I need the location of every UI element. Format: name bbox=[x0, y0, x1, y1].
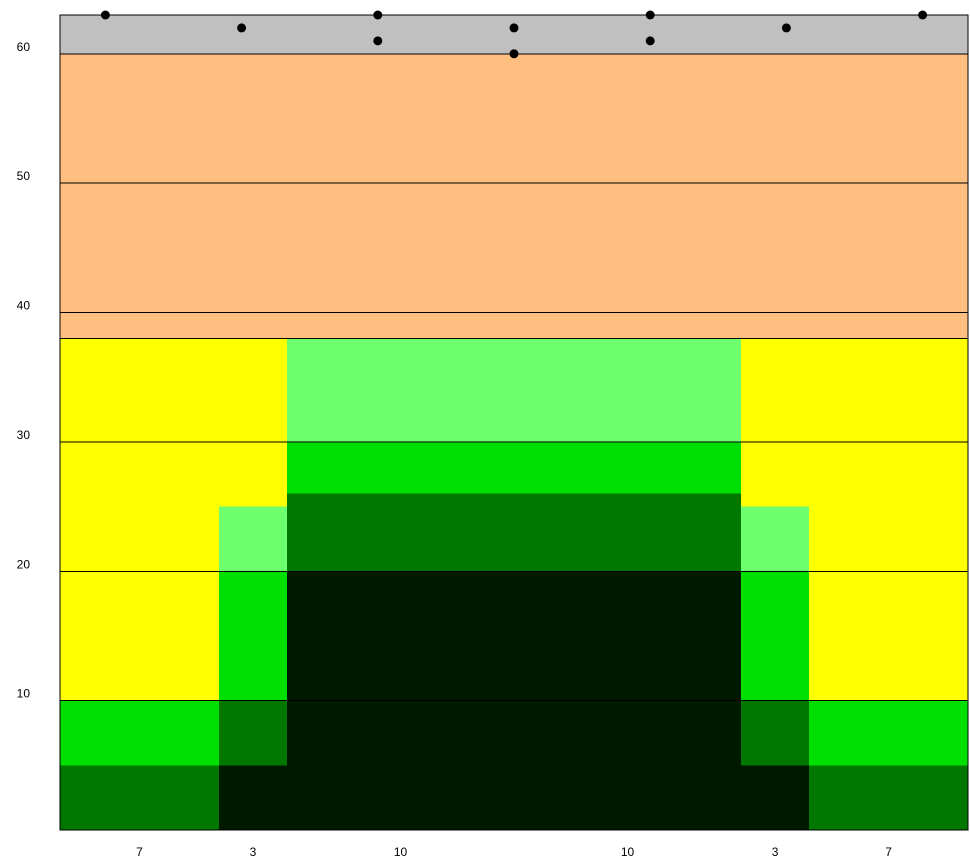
heatmap-cell-dark-green bbox=[60, 765, 219, 830]
data-point bbox=[373, 10, 383, 20]
heatmap-cell-dark-green bbox=[287, 493, 741, 572]
y-tick-label: 10 bbox=[17, 687, 31, 701]
y-tick-label: 40 bbox=[17, 299, 31, 313]
heatmap-cell-darkest-green bbox=[741, 765, 810, 830]
y-tick-label: 60 bbox=[17, 40, 31, 54]
data-point bbox=[373, 36, 383, 46]
heatmap-cell-green bbox=[218, 571, 287, 701]
heatmap-cell-light-green bbox=[287, 338, 741, 442]
data-point bbox=[781, 23, 791, 33]
x-tick-label: 7 bbox=[885, 845, 892, 859]
grid-lines bbox=[60, 53, 968, 702]
heatmap-cell-green bbox=[287, 441, 741, 494]
heatmap-cell-green bbox=[809, 700, 968, 766]
x-axis-tick-labels: 7 3 10 10 3 7 bbox=[136, 845, 892, 859]
heatmap-cell-light-green bbox=[218, 506, 287, 572]
data-points bbox=[100, 10, 928, 59]
heatmap-cells bbox=[60, 15, 968, 830]
y-tick-label: 50 bbox=[17, 169, 31, 183]
y-tick-label: 20 bbox=[17, 557, 31, 571]
heatmap-cell-green bbox=[60, 700, 219, 766]
data-point bbox=[645, 10, 655, 20]
x-tick-label: 3 bbox=[250, 845, 257, 859]
data-point bbox=[509, 23, 519, 33]
heatmap-cell-dark-green bbox=[741, 700, 810, 766]
heatmap-cell-dark-green bbox=[809, 765, 968, 830]
heatmap-cell-dark-green bbox=[218, 700, 287, 766]
x-tick-label: 10 bbox=[394, 845, 408, 859]
heatmap-cell-light-green bbox=[741, 506, 810, 572]
x-tick-label: 7 bbox=[136, 845, 143, 859]
heatmap-cell-gray bbox=[60, 15, 968, 54]
data-point bbox=[918, 10, 928, 20]
data-point bbox=[645, 36, 655, 46]
data-point bbox=[509, 49, 519, 59]
data-point bbox=[237, 23, 247, 33]
x-tick-label: 3 bbox=[772, 845, 779, 859]
y-tick-label: 30 bbox=[17, 428, 31, 442]
heatmap-cell-darkest-green bbox=[218, 765, 287, 830]
plot-frame bbox=[59, 14, 969, 831]
x-tick-label: 10 bbox=[621, 845, 635, 859]
heatmap-cell-orange bbox=[60, 53, 968, 339]
heatmap-cell-green bbox=[741, 571, 810, 701]
data-point bbox=[100, 10, 110, 20]
y-axis-tick-labels: 10 20 30 40 50 60 bbox=[17, 40, 31, 701]
